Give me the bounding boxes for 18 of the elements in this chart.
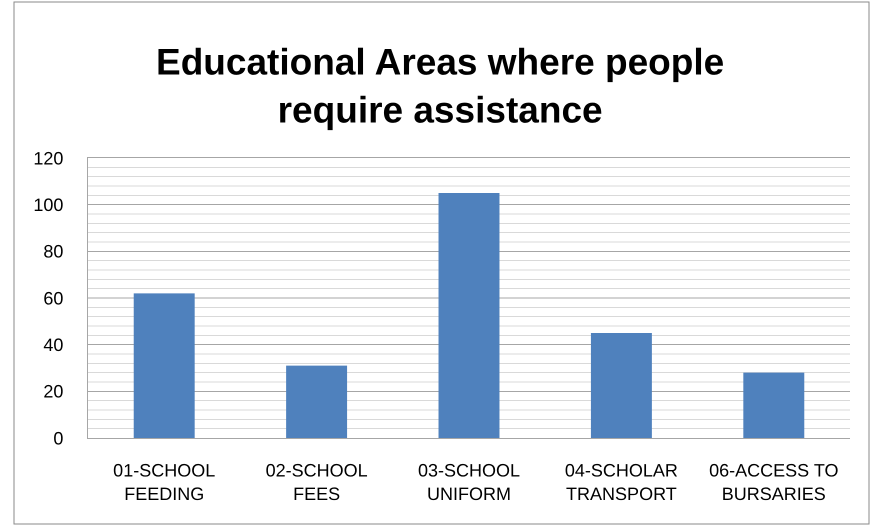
y-tick-label: 100 [33, 194, 64, 215]
x-tick-label: 02-SCHOOL FEES [266, 460, 368, 504]
x-tick-label: 01-SCHOOL FEEDING [113, 460, 216, 504]
y-tick-label: 40 [43, 334, 64, 355]
y-tick-label: 60 [43, 288, 64, 308]
x-tick-label: 06-ACCESS TO BURSARIES [709, 460, 838, 504]
bar [438, 193, 500, 438]
y-tick-label: 0 [53, 428, 64, 448]
y-tick-label: 20 [43, 382, 64, 402]
chart-title: Educational Areas where people require assistance [156, 41, 724, 130]
bar [286, 366, 348, 438]
x-tick-label: 04-SCHOLAR TRANSPORT [564, 460, 678, 504]
bar [134, 293, 195, 438]
y-tick-label: 120 [33, 148, 64, 168]
y-tick-label: 80 [43, 242, 64, 262]
x-tick-label: 03-SCHOOL UNIFORM [418, 460, 520, 504]
bar [743, 372, 804, 438]
bar [590, 333, 652, 438]
